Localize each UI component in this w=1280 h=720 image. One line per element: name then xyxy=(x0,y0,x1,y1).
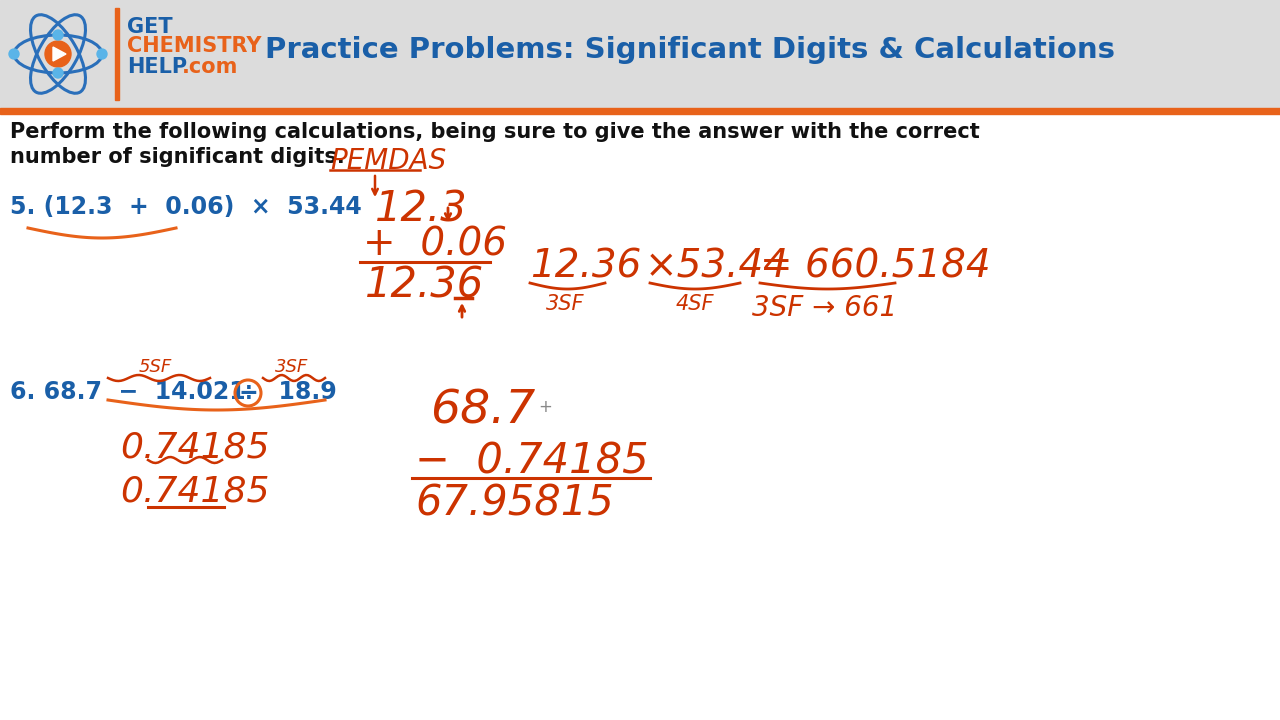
Text: number of significant digits.: number of significant digits. xyxy=(10,147,344,167)
Text: 12.36: 12.36 xyxy=(530,248,641,286)
Circle shape xyxy=(97,49,108,59)
Text: 67.95815: 67.95815 xyxy=(415,482,613,524)
Text: 12.36: 12.36 xyxy=(365,265,484,307)
Text: HELP: HELP xyxy=(127,57,187,77)
Text: ÷: ÷ xyxy=(238,381,257,405)
Text: .com: .com xyxy=(182,57,238,77)
Polygon shape xyxy=(52,47,67,61)
Text: 3SF: 3SF xyxy=(275,358,308,376)
Text: = 660.5184: = 660.5184 xyxy=(760,248,991,286)
Text: 3SF → 661: 3SF → 661 xyxy=(753,294,897,322)
Text: ×53.44: ×53.44 xyxy=(645,248,788,286)
Circle shape xyxy=(52,68,63,78)
Circle shape xyxy=(9,49,19,59)
Text: 12.3: 12.3 xyxy=(375,188,467,230)
Text: 5SF: 5SF xyxy=(138,358,172,376)
Bar xyxy=(0,108,1280,114)
Text: Perform the following calculations, being sure to give the answer with the corre: Perform the following calculations, bein… xyxy=(10,122,979,142)
Text: −  0.74185: − 0.74185 xyxy=(415,440,649,482)
Text: 0.74185: 0.74185 xyxy=(120,430,270,464)
Text: PEMDAS: PEMDAS xyxy=(330,147,447,175)
Text: Practice Problems: Significant Digits & Calculations: Practice Problems: Significant Digits & … xyxy=(265,36,1115,64)
Bar xyxy=(115,8,119,100)
Text: 3SF: 3SF xyxy=(545,294,584,314)
Text: 5. (12.3  +  0.06)  ×  53.44: 5. (12.3 + 0.06) × 53.44 xyxy=(10,195,362,219)
Text: 68.7: 68.7 xyxy=(430,388,535,433)
Text: 0.74185: 0.74185 xyxy=(120,475,270,509)
Text: GET: GET xyxy=(127,17,173,37)
Text: 6. 68.7  −  14.021: 6. 68.7 − 14.021 xyxy=(10,380,246,404)
Bar xyxy=(0,0,1280,108)
Circle shape xyxy=(52,30,63,40)
Text: 4SF: 4SF xyxy=(676,294,714,314)
Text: CHEMISTRY: CHEMISTRY xyxy=(127,36,261,56)
Circle shape xyxy=(45,41,70,67)
Text: 18.9: 18.9 xyxy=(262,380,337,404)
Text: +  0.06: + 0.06 xyxy=(364,225,507,263)
Text: +: + xyxy=(538,398,552,416)
